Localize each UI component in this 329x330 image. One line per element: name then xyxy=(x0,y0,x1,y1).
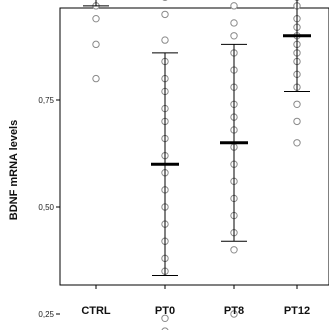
x-labels-group: CTRL PT0 PT8 PT12 xyxy=(81,285,310,317)
data-point xyxy=(230,2,238,10)
y-tick-label: 0,75 xyxy=(38,96,54,105)
data-point xyxy=(293,100,301,108)
x-category-label: PT12 xyxy=(284,305,310,317)
data-point xyxy=(230,310,238,318)
data-point xyxy=(161,314,169,322)
error-bars-group xyxy=(83,0,311,276)
data-point xyxy=(230,32,238,40)
data-point xyxy=(92,14,100,23)
y-axis-title: BDNF mRNA levels xyxy=(8,120,20,220)
data-point xyxy=(293,139,301,147)
plot-frame xyxy=(59,7,329,286)
data-point xyxy=(230,19,238,27)
axes-group xyxy=(59,7,329,286)
data-point xyxy=(293,117,301,126)
x-category-label: PT0 xyxy=(155,305,175,317)
points-group xyxy=(92,0,301,330)
y-tick-label: 0,25 xyxy=(38,310,54,319)
data-point xyxy=(161,327,169,330)
y-ticks-group: 0,250,500,751,001,25 xyxy=(38,96,60,319)
data-point xyxy=(92,40,100,49)
x-category-label: CTRL xyxy=(81,305,111,317)
data-point xyxy=(161,36,169,44)
data-point xyxy=(92,74,100,83)
x-category-label: PT8 xyxy=(224,305,244,317)
data-point xyxy=(230,246,238,254)
y-tick-label: 0,50 xyxy=(38,203,54,212)
data-point xyxy=(161,10,169,19)
